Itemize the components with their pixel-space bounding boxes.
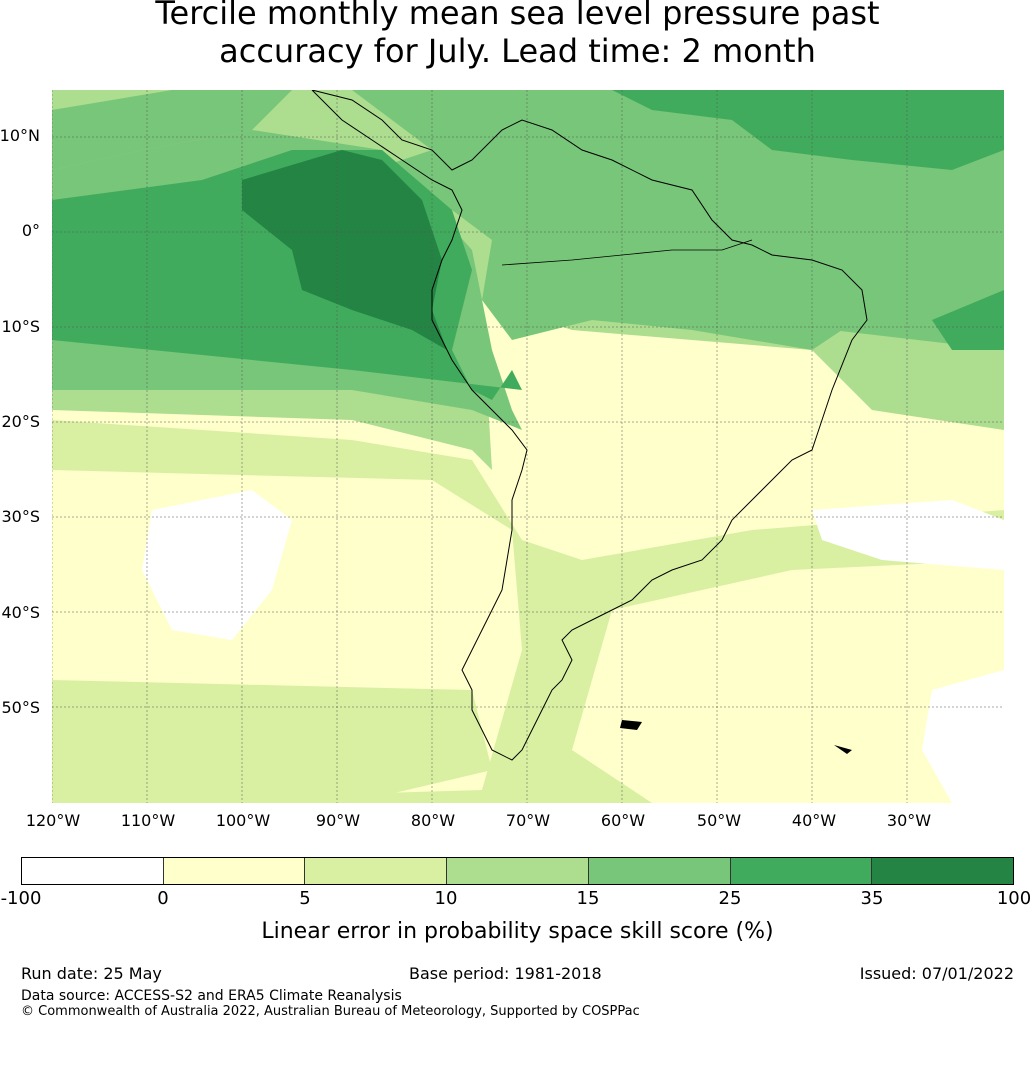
patch-white-atlantic <box>812 500 1004 570</box>
lon-label: 80°W <box>410 811 456 830</box>
lat-label: 40°S <box>1 603 40 622</box>
band-green <box>52 90 1004 350</box>
lon-label: 70°W <box>505 811 551 830</box>
amazon-river <box>501 239 753 266</box>
colorbar-label: Linear error in probability space skill … <box>261 919 774 944</box>
falkland-islands <box>620 720 642 730</box>
lon-label: 100°W <box>215 811 271 830</box>
lat-label: 50°S <box>1 698 40 717</box>
colorbar-segment <box>872 858 1014 884</box>
coastline <box>311 90 868 761</box>
lon-label: 30°W <box>886 811 932 830</box>
lon-label: 40°W <box>791 811 837 830</box>
lat-label: 10°N <box>0 126 40 145</box>
lon-label: 120°W <box>25 811 81 830</box>
skill-map <box>52 90 1004 803</box>
band-darkest <box>242 150 447 350</box>
lat-label: 30°S <box>1 507 40 526</box>
colorbar-segment <box>588 858 731 884</box>
lon-label: 110°W <box>120 811 176 830</box>
title-line-1: Tercile monthly mean sea level pressure … <box>155 0 880 32</box>
band-dark-atlantic <box>612 90 1004 170</box>
lat-label: 20°S <box>1 412 40 431</box>
run-date: Run date: 25 May <box>21 964 162 983</box>
title-line-2: accuracy for July. Lead time: 2 month <box>219 32 816 70</box>
data-source: Data source: ACCESS-S2 and ERA5 Climate … <box>21 988 402 1004</box>
map-svg <box>52 90 1004 803</box>
colorbar-tick: 25 <box>718 888 742 909</box>
colorbar-segment <box>163 858 306 884</box>
colorbar-tick: 35 <box>860 888 884 909</box>
lon-label: 60°W <box>600 811 646 830</box>
copyright: © Commonwealth of Australia 2022, Austra… <box>21 1004 640 1019</box>
band-green-continent <box>482 240 842 350</box>
colorbar-tick: 5 <box>299 888 311 909</box>
colorbar-tick: 10 <box>434 888 458 909</box>
base-period: Base period: 1981-2018 <box>409 964 602 983</box>
issued-date: Issued: 07/01/2022 <box>859 964 1014 983</box>
patch-white-south <box>922 670 1004 803</box>
colorbar-segment <box>447 858 589 884</box>
south-georgia <box>834 745 852 754</box>
lon-label: 90°W <box>315 811 361 830</box>
colorbar-segment <box>305 858 448 884</box>
colorbar-tick: 15 <box>576 888 600 909</box>
band-atlantic-yellow <box>572 560 1004 803</box>
patch-white-pacific <box>142 490 292 640</box>
chart-title: Tercile monthly mean sea level pressure … <box>0 0 1035 70</box>
band-southern-green <box>52 680 492 803</box>
colorbar-tick: 100 <box>996 888 1032 909</box>
gridlines <box>52 90 1004 803</box>
colorbar-tick: -100 <box>0 888 42 909</box>
colorbar-tick: 0 <box>157 888 169 909</box>
colorbar-segment <box>730 858 873 884</box>
band-dark-east <box>932 290 1004 350</box>
lat-label: 10°S <box>1 317 40 336</box>
lat-label: 0° <box>21 221 40 240</box>
colorbar-segment <box>22 858 164 884</box>
colorbar <box>21 857 1014 885</box>
lon-label: 50°W <box>696 811 742 830</box>
